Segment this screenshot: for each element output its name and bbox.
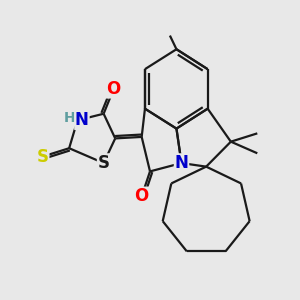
- Text: N: N: [175, 154, 188, 172]
- Text: S: S: [37, 148, 49, 166]
- Text: N: N: [75, 111, 89, 129]
- Text: H: H: [63, 112, 75, 125]
- Text: S: S: [98, 154, 110, 172]
- Text: O: O: [106, 80, 121, 98]
- Text: O: O: [135, 188, 149, 206]
